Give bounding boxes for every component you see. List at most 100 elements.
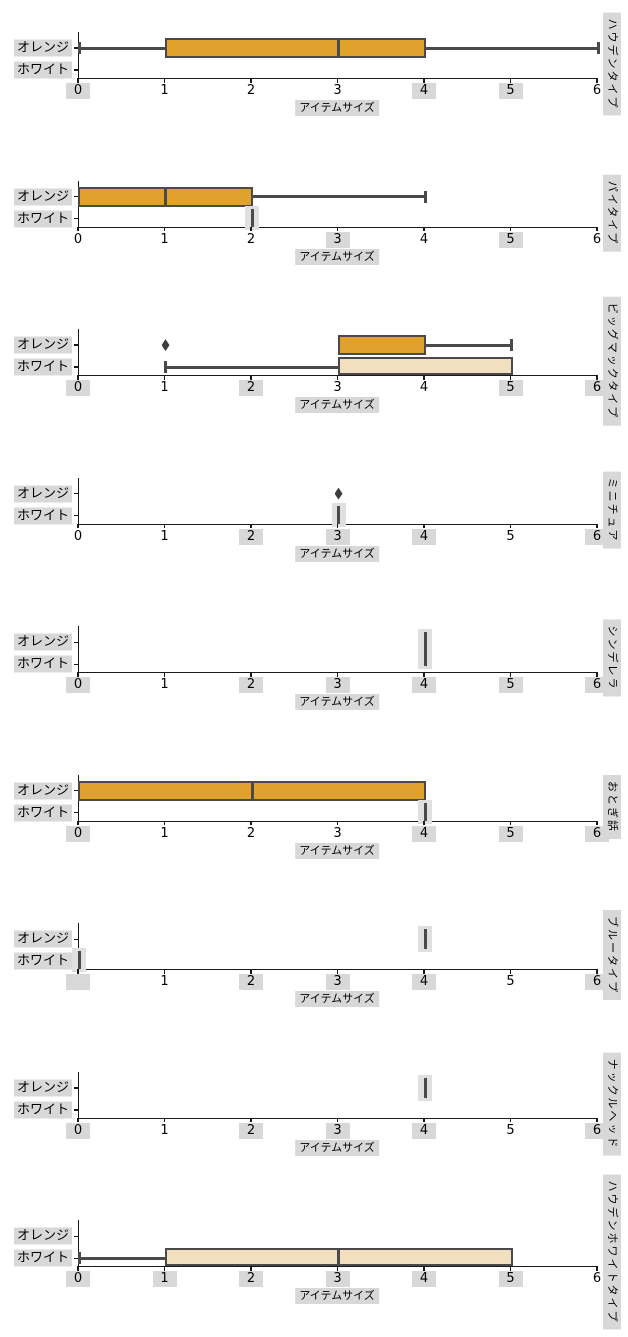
x-tick-mark bbox=[336, 820, 339, 826]
boxplot-subplot: オレンジ ホワイト アイテムサイズ ハウデンホワイトタイプ 0 1 2 3 4 5 6 bbox=[0, 1174, 628, 1337]
boxplot-subplot: オレンジ ホワイト アイテムサイズ ハウデンタイプ 0 1 2 3 4 5 6 bbox=[0, 0, 628, 149]
category-label-orange: オレンジ bbox=[13, 485, 72, 503]
x-tick-label: 0 bbox=[66, 825, 90, 842]
x-tick-label: 6 bbox=[585, 528, 609, 545]
median-line bbox=[337, 1250, 340, 1265]
y-tick-mark bbox=[73, 641, 78, 643]
x-axis-label: アイテムサイズ bbox=[295, 694, 379, 711]
x-tick-mark bbox=[163, 226, 166, 232]
x-tick-mark bbox=[336, 375, 339, 380]
x-tick-mark bbox=[596, 375, 598, 380]
x-tick-mark bbox=[336, 78, 339, 83]
category-label-orange: オレンジ bbox=[13, 1227, 72, 1245]
x-tick-label: 1 bbox=[160, 231, 169, 247]
box bbox=[337, 335, 426, 356]
subplot-type-label: ハウデンホワイトタイプ bbox=[603, 1174, 621, 1330]
x-tick-mark bbox=[77, 226, 79, 232]
x-tick-label: 0 bbox=[66, 974, 90, 991]
category-label-orange: オレンジ bbox=[13, 782, 72, 800]
x-tick-label: 3 bbox=[333, 83, 342, 98]
x-tick-mark bbox=[250, 523, 252, 529]
x-tick-mark bbox=[250, 375, 252, 380]
x-tick-label: 2 bbox=[239, 974, 263, 991]
x-tick-mark bbox=[423, 672, 425, 677]
x-tick-mark bbox=[423, 78, 425, 83]
y-tick-mark bbox=[73, 1109, 78, 1111]
plot-area bbox=[78, 477, 598, 527]
box bbox=[337, 357, 513, 376]
subplot-type-label: ハウデンタイプ bbox=[603, 12, 621, 116]
x-tick-label: 1 bbox=[152, 1271, 177, 1288]
y-tick-mark bbox=[73, 195, 78, 198]
x-tick-mark bbox=[163, 78, 166, 83]
x-tick-label: 3 bbox=[325, 677, 350, 694]
x-tick-mark bbox=[77, 1266, 79, 1271]
x-tick-label: 3 bbox=[325, 1271, 350, 1288]
x-tick-label: 6 bbox=[585, 974, 609, 991]
x-tick-label: 2 bbox=[239, 677, 263, 694]
x-tick-mark bbox=[336, 1117, 339, 1123]
x-tick-label: 5 bbox=[506, 528, 515, 544]
plot-area bbox=[72, 923, 598, 973]
degenerate-line bbox=[250, 208, 254, 227]
x-tick-label: 6 bbox=[592, 83, 602, 98]
x-tick-label: 6 bbox=[585, 677, 609, 694]
degenerate-line bbox=[423, 632, 427, 667]
x-tick-mark bbox=[77, 78, 79, 83]
x-tick-mark bbox=[423, 375, 425, 380]
x-tick-label: 4 bbox=[412, 528, 436, 545]
median-line bbox=[337, 40, 340, 56]
x-tick-label: 0 bbox=[73, 528, 83, 544]
x-tick-label: 3 bbox=[325, 1122, 350, 1139]
x-tick-label: 5 bbox=[498, 83, 523, 99]
x-tick-label: 4 bbox=[419, 231, 429, 247]
x-tick-label: 1 bbox=[160, 83, 169, 98]
whisker-cap bbox=[77, 1252, 81, 1265]
degenerate-line bbox=[337, 505, 340, 524]
x-tick-mark bbox=[423, 1266, 425, 1271]
category-label-orange: オレンジ bbox=[13, 633, 72, 651]
y-tick-mark bbox=[73, 790, 78, 792]
x-tick-label: 5 bbox=[498, 380, 523, 397]
y-tick-mark bbox=[73, 47, 78, 49]
x-tick-mark bbox=[596, 820, 598, 826]
x-tick-mark bbox=[509, 375, 512, 380]
x-tick-mark bbox=[336, 523, 339, 529]
boxplot-subplot: オレンジ ホワイト アイテムサイズ ビッグマックタイプ 0 1 2 3 4 5 6 bbox=[0, 296, 628, 446]
x-tick-mark bbox=[423, 226, 425, 232]
x-tick-label: 3 bbox=[333, 825, 342, 841]
plot-area bbox=[78, 774, 598, 824]
x-tick-mark bbox=[77, 820, 79, 826]
x-tick-label: 4 bbox=[412, 83, 436, 99]
x-tick-label: 4 bbox=[412, 1122, 436, 1139]
x-tick-mark bbox=[509, 523, 512, 529]
x-tick-label: 0 bbox=[66, 83, 90, 99]
x-tick-mark bbox=[596, 1266, 598, 1271]
x-tick-mark bbox=[250, 672, 252, 677]
x-tick-mark bbox=[77, 375, 79, 380]
x-tick-mark bbox=[423, 820, 425, 826]
x-tick-label: 5 bbox=[498, 231, 523, 248]
x-axis-label: アイテムサイズ bbox=[295, 842, 379, 859]
median-line bbox=[164, 188, 167, 205]
x-tick-mark bbox=[77, 672, 79, 677]
x-tick-label: 4 bbox=[412, 974, 436, 991]
x-tick-label: 5 bbox=[498, 1271, 523, 1288]
x-axis-label: アイテムサイズ bbox=[295, 1139, 379, 1156]
x-tick-mark bbox=[509, 1117, 512, 1123]
x-tick-label: 2 bbox=[239, 380, 263, 397]
x-tick-mark bbox=[596, 969, 598, 974]
category-label-white: ホワイト bbox=[13, 804, 72, 822]
x-tick-mark bbox=[336, 1266, 339, 1271]
x-tick-label: 5 bbox=[498, 825, 523, 842]
x-tick-mark bbox=[336, 672, 339, 677]
plot-area bbox=[78, 1071, 598, 1119]
x-tick-mark bbox=[163, 1266, 166, 1271]
x-tick-mark bbox=[336, 969, 339, 974]
plot-area bbox=[77, 32, 600, 79]
category-label-white: ホワイト bbox=[13, 1249, 72, 1267]
x-axis-label: アイテムサイズ bbox=[295, 100, 379, 116]
whisker-cap bbox=[596, 42, 600, 54]
